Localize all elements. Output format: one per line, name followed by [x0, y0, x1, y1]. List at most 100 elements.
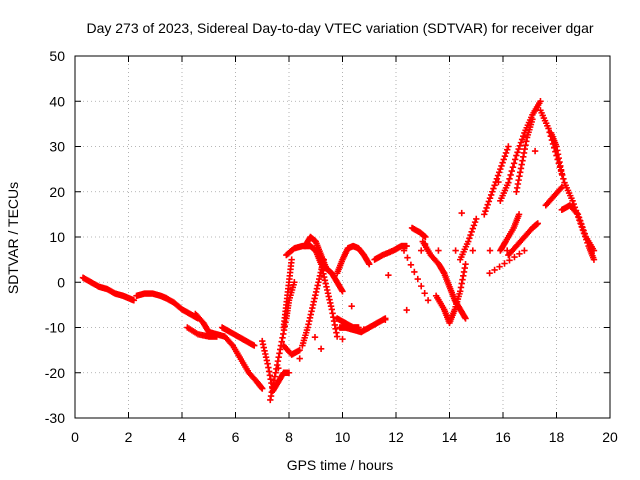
data-point: [466, 235, 473, 242]
track-afternoon-loop: [333, 242, 373, 277]
x-tick-label: 8: [285, 429, 293, 445]
data-point: [487, 191, 495, 199]
data-point: [360, 326, 368, 333]
data-point: [579, 224, 586, 231]
data-point: [515, 211, 523, 218]
data-point: [482, 207, 489, 215]
y-axis-label: SDTVAR / TECUs: [5, 182, 21, 294]
track-peak-lower: [497, 211, 523, 254]
data-point: [560, 175, 567, 183]
data-point: [418, 282, 425, 290]
track-peak-branch: [505, 220, 541, 259]
data-point: [511, 253, 518, 261]
data-point: [465, 238, 472, 245]
track-evening-v-a: [432, 260, 469, 327]
x-axis-label: GPS time / hours: [287, 457, 394, 473]
data-point: [496, 263, 503, 270]
data-point: [339, 288, 346, 295]
data-point: [506, 257, 513, 264]
data-point: [339, 335, 346, 343]
data-point: [495, 178, 502, 186]
data-point: [507, 171, 514, 179]
track-descending-band: [192, 310, 266, 392]
data-point: [537, 98, 544, 105]
data-point: [490, 185, 497, 192]
y-tick-label: 0: [57, 274, 65, 290]
data-point: [296, 355, 303, 362]
data-point: [414, 275, 421, 283]
data-point: [435, 247, 442, 254]
data-point: [512, 156, 519, 163]
track-post-peak-upper: [547, 129, 566, 177]
data-point: [291, 279, 298, 286]
data-point: [407, 261, 415, 268]
data-point: [502, 149, 510, 157]
data-point: [506, 175, 513, 183]
track-pre-peak-rise: [481, 143, 512, 218]
data-point: [495, 169, 503, 176]
data-point: [382, 316, 389, 323]
data-point: [486, 247, 494, 254]
track-late-arc: [558, 202, 598, 254]
data-point: [355, 324, 362, 331]
y-tick-label: 10: [49, 229, 65, 245]
data-point: [529, 116, 536, 123]
data-point: [513, 152, 520, 159]
track-afternoon-dip: [333, 315, 362, 331]
track-evening-v-b: [440, 270, 469, 322]
data-point: [404, 254, 411, 261]
data-point: [251, 342, 258, 349]
data-point: [514, 149, 521, 156]
data-point: [491, 182, 498, 189]
y-tick-label: 40: [49, 93, 65, 109]
data-point: [481, 211, 488, 218]
grid-lines: [75, 56, 610, 418]
data-point: [575, 214, 583, 221]
y-tick-label: 20: [49, 184, 65, 200]
data-point: [259, 385, 266, 392]
data-point: [493, 175, 501, 183]
track-morning-plateau: [133, 290, 170, 302]
data-point: [411, 268, 418, 276]
track-short-segment: [408, 224, 429, 241]
data-point: [311, 333, 319, 341]
data-point: [486, 195, 494, 202]
data-point: [424, 297, 432, 304]
data-point: [285, 369, 293, 376]
y-tick-label: -10: [45, 320, 65, 336]
data-point: [569, 197, 576, 204]
data-point: [469, 225, 477, 232]
data-point: [470, 222, 478, 229]
data-point: [581, 230, 588, 237]
data-point: [473, 215, 480, 223]
data-point: [421, 290, 428, 297]
data-point: [517, 139, 525, 146]
data-point: [458, 209, 465, 217]
data-point: [403, 306, 410, 314]
data-point: [421, 240, 429, 248]
data-point: [275, 365, 282, 372]
data-point: [510, 160, 518, 167]
track-late-segment: [542, 184, 566, 209]
x-tick-label: 4: [178, 429, 186, 445]
data-point: [468, 228, 475, 236]
data-point: [518, 136, 526, 143]
data-point: [483, 204, 490, 212]
data-point: [521, 247, 528, 254]
y-tick-label: 30: [49, 139, 65, 155]
data-point: [558, 170, 566, 177]
data-point: [333, 333, 341, 340]
x-tick-label: 12: [388, 429, 404, 445]
data-point: [531, 147, 539, 155]
track-midday-descent: [299, 256, 327, 349]
track-evening-line: [457, 215, 480, 263]
data-point: [545, 125, 552, 132]
y-tick-label: -20: [45, 365, 65, 381]
x-tick-label: 2: [125, 429, 133, 445]
data-point: [500, 156, 507, 163]
data-point: [576, 217, 584, 225]
data-point: [499, 159, 506, 166]
track-peak-rise-b: [513, 116, 536, 195]
